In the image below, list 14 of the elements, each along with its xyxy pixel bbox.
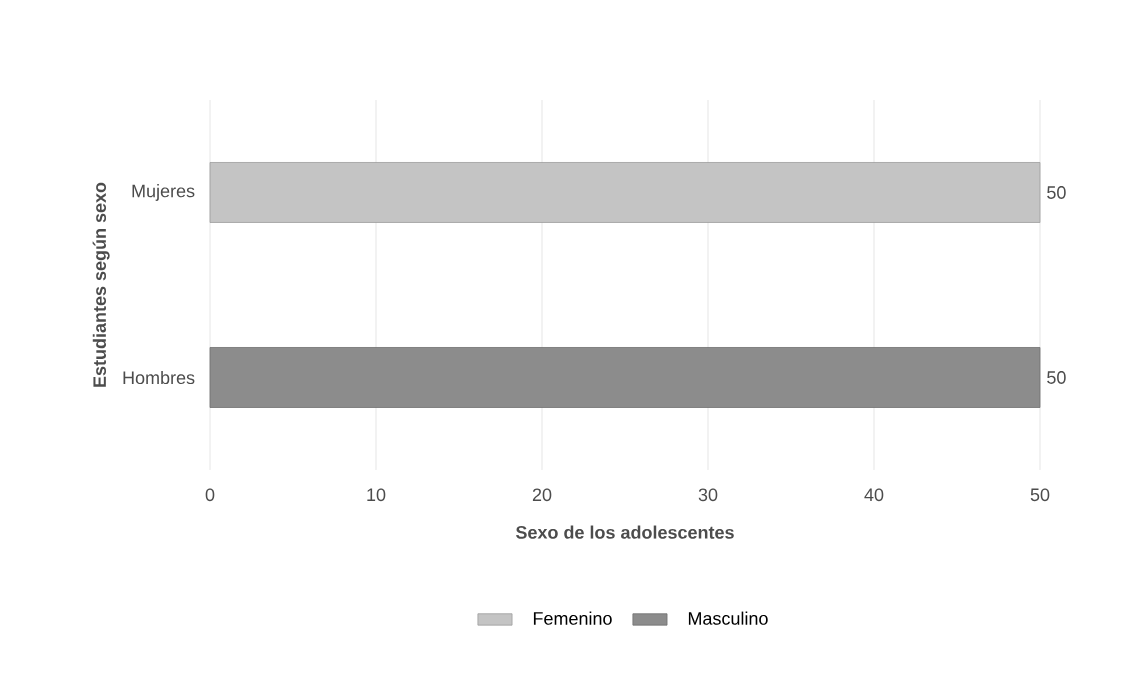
x-tick-label: 20	[532, 488, 552, 502]
x-tick-label: 30	[698, 488, 718, 502]
legend-label: Masculino	[688, 611, 768, 625]
x-tick-label: 50	[1030, 488, 1050, 502]
x-tick-label: 0	[205, 488, 215, 502]
legend-label: Femenino	[533, 611, 612, 625]
y-axis-title: Estudiantes según sexo	[92, 182, 110, 387]
data-label: 50	[1047, 371, 1066, 384]
data-label: 50	[1047, 186, 1066, 199]
x-tick-label: 40	[864, 488, 884, 502]
x-axis-title: Sexo de los adolescentes	[515, 525, 734, 539]
x-tick-label: 10	[367, 488, 386, 502]
y-tick-label: Hombres	[123, 370, 195, 385]
y-tick-label: Mujeres	[132, 184, 195, 201]
